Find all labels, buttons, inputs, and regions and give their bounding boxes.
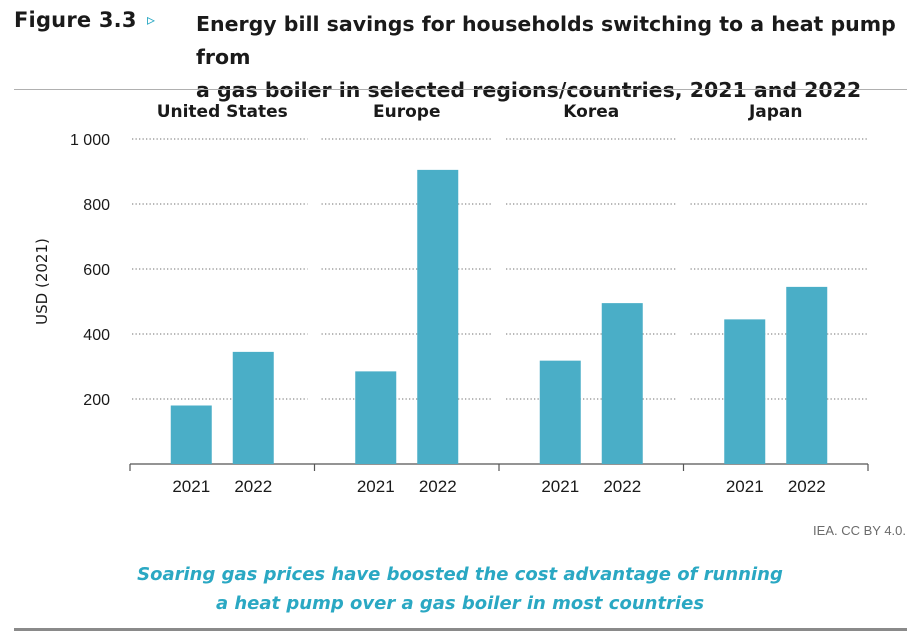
bar bbox=[355, 371, 397, 464]
panel-title: Korea bbox=[563, 102, 619, 122]
figure-label: Figure 3.3 bbox=[14, 8, 137, 32]
y-axis-label: USD (2021) bbox=[33, 238, 51, 325]
credit-text: IEA. CC BY 4.0. bbox=[813, 523, 906, 538]
figure-title-line-1: Energy bill savings for households switc… bbox=[196, 12, 896, 69]
bar bbox=[786, 286, 828, 464]
figure-title-line-2: a gas boiler in selected regions/countri… bbox=[196, 78, 862, 102]
x-tick-label: 2021 bbox=[172, 477, 210, 496]
bar-chart: 200 400 600 800 1 000 USD (2021) United States… bbox=[33, 102, 869, 496]
bar bbox=[170, 405, 212, 464]
y-tick-label: 400 bbox=[83, 327, 110, 344]
y-tick-label: 200 bbox=[83, 392, 110, 409]
bar bbox=[232, 351, 274, 464]
bottom-divider bbox=[14, 628, 907, 631]
figure-arrow-icon: ▹ bbox=[147, 10, 156, 29]
y-tick-label: 600 bbox=[83, 262, 110, 279]
figure-title: Energy bill savings for households switc… bbox=[196, 8, 911, 107]
x-tick-label: 2022 bbox=[603, 477, 641, 496]
panel-title: United States bbox=[157, 102, 288, 122]
x-tick-label: 2021 bbox=[541, 477, 579, 496]
x-tick-label: 2021 bbox=[357, 477, 395, 496]
bar bbox=[601, 303, 643, 464]
y-tick-label: 800 bbox=[83, 197, 110, 214]
bar bbox=[724, 319, 766, 464]
panel-title: Japan bbox=[748, 102, 803, 122]
bar bbox=[417, 169, 459, 464]
chart-takeaway: Soaring gas prices have boosted the cost… bbox=[0, 560, 920, 618]
takeaway-line-2: a heat pump over a gas boiler in most co… bbox=[215, 593, 705, 614]
x-tick-label: 2022 bbox=[419, 477, 457, 496]
y-tick-label: 1 000 bbox=[70, 132, 110, 149]
x-tick-label: 2022 bbox=[788, 477, 826, 496]
x-tick-label: 2022 bbox=[234, 477, 272, 496]
bar bbox=[539, 360, 581, 464]
takeaway-line-1: Soaring gas prices have boosted the cost… bbox=[137, 564, 783, 585]
top-divider bbox=[14, 89, 907, 90]
x-tick-label: 2021 bbox=[726, 477, 764, 496]
panel-title: Europe bbox=[373, 102, 440, 122]
